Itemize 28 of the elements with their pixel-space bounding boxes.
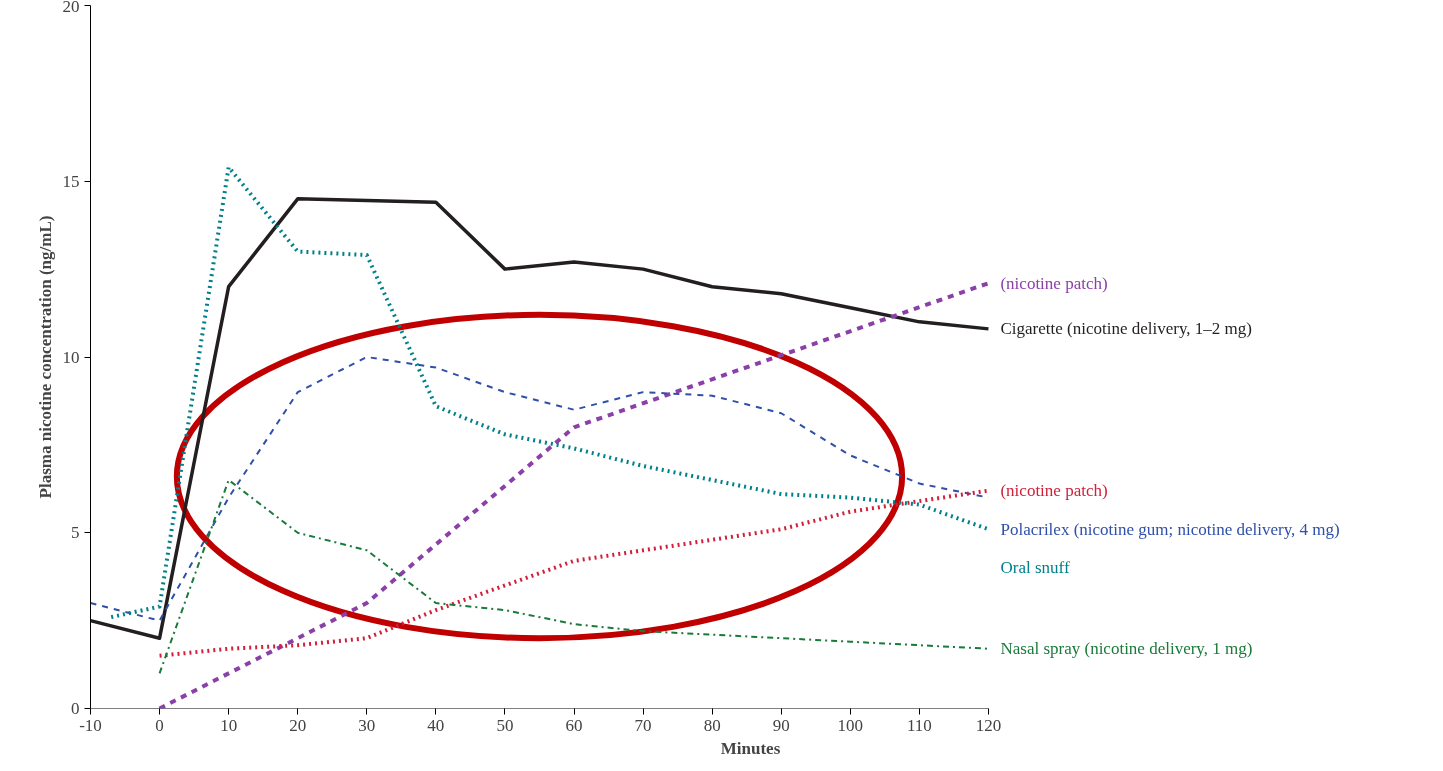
series-label: (nicotine patch) (1000, 481, 1108, 501)
series-label: Polacrilex (nicotine gum; nicotine delivery, 4 mg) (1000, 519, 1340, 539)
x-tick-label: 30 (358, 715, 376, 735)
y-tick-label: 10 (62, 347, 80, 367)
x-axis-title: Minutes (720, 738, 781, 758)
x-tick-label: 90 (772, 715, 790, 735)
y-tick-label: 0 (71, 699, 80, 718)
x-tick-label: 100 (837, 715, 864, 735)
x-tick-label: 80 (703, 715, 721, 735)
series-label: Oral snuff (1000, 558, 1070, 578)
x-tick-label: 110 (906, 715, 932, 735)
y-tick-label: 15 (62, 171, 80, 191)
x-tick-label: -10 (79, 715, 102, 735)
line-series (157, 281, 991, 709)
y-axis-title: Plasma nicotine concentration (ng/mL) (35, 215, 55, 499)
series-label: Nasal spray (nicotine delivery, 1 mg) (1000, 639, 1253, 659)
x-tick-label: 70 (634, 715, 652, 735)
x-tick-label: 0 (155, 715, 164, 735)
x-tick-label: 120 (975, 715, 1002, 735)
y-tick-label: 5 (71, 523, 80, 543)
x-tick-label: 40 (427, 715, 445, 735)
y-tick-label: 20 (62, 0, 80, 16)
x-tick-label: 20 (289, 715, 307, 735)
x-tick-label: 50 (496, 715, 514, 735)
series-label: Cigarette (nicotine delivery, 1–2 mg) (1000, 319, 1252, 339)
x-tick-label: 10 (220, 715, 238, 735)
series-label: (nicotine patch) (1000, 273, 1108, 293)
x-tick-label: 60 (565, 715, 583, 735)
